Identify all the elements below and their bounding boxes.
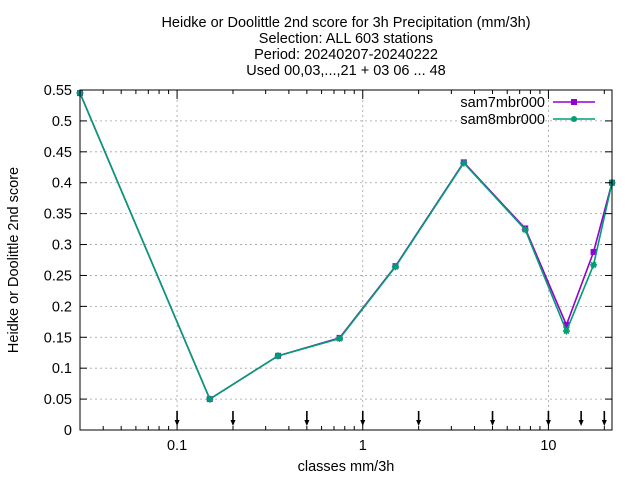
- y-tick-label: 0.35: [44, 207, 72, 223]
- data-point-sam8mbr000: [590, 261, 598, 269]
- class-marker-head: [578, 420, 584, 426]
- series-line-sam8mbr000: [79, 92, 613, 401]
- y-tick-label: 0.1: [52, 361, 72, 377]
- axis-ticks: 0 0.05 0.1 0.15 0.2 0.25 0.3 0.35 0.4 0.45 0.5 0.55…: [44, 83, 612, 454]
- y-axis-label: Heidke or Doolittle 2nd score: [6, 167, 22, 353]
- y-tick-label: 0.2: [52, 299, 72, 315]
- data-point-sam8mbr000: [562, 327, 570, 335]
- x-axis-label: classes mm/3h: [298, 459, 395, 475]
- legend-label-sam8mbr000: sam8mbr000: [460, 112, 545, 128]
- title-line-2: Selection: ALL 603 stations: [259, 31, 433, 47]
- x-tick-label: 0.1: [167, 438, 187, 454]
- legend-marker-sam8mbr000: [571, 116, 577, 122]
- data-point-core: [337, 336, 342, 341]
- class-marker-head: [304, 420, 310, 426]
- data-point-sam8mbr000: [521, 226, 529, 234]
- title-line-4: Used 00,03,...,21 + 03 06 ... 48: [246, 63, 446, 79]
- x-tick-label: 10: [540, 438, 556, 454]
- y-tick-label: 0.5: [52, 114, 72, 130]
- data-point-core: [393, 264, 398, 269]
- chart-title: Heidke or Doolittle 2nd score for 3h Pre…: [161, 15, 530, 79]
- y-tick-label: 0.15: [44, 330, 72, 346]
- data-point-sam8mbr000: [336, 335, 344, 343]
- y-tick-label: 0.45: [44, 145, 72, 161]
- data-point-core: [523, 227, 528, 232]
- class-marker-head: [416, 420, 422, 426]
- series-group: [76, 89, 616, 403]
- y-tick-label: 0.3: [52, 238, 72, 254]
- y-tick-label: 0.05: [44, 392, 72, 408]
- class-marker-head: [601, 420, 607, 426]
- data-point-sam8mbr000: [206, 395, 214, 403]
- data-point-core: [564, 328, 569, 334]
- class-markers: [174, 411, 607, 426]
- y-tick-label: 0.25: [44, 268, 72, 284]
- y-tick-label: 0.55: [44, 83, 72, 99]
- data-point-core: [275, 353, 281, 359]
- data-point-sam7mbr000: [590, 248, 597, 255]
- data-point-core: [207, 396, 212, 402]
- x-tick-label: 1: [359, 438, 367, 454]
- legend-label-sam7mbr000: sam7mbr000: [460, 95, 545, 111]
- class-marker-head: [230, 420, 236, 426]
- data-point-core: [591, 262, 596, 268]
- grid: [80, 90, 612, 430]
- y-tick-label: 0.4: [52, 176, 72, 192]
- data-point-sam8mbr000: [274, 352, 282, 360]
- legend-marker-sam7mbr000: [571, 99, 577, 105]
- title-line-1: Heidke or Doolittle 2nd score for 3h Pre…: [161, 15, 530, 31]
- y-tick-label: 0: [64, 423, 72, 439]
- data-point-sam8mbr000: [460, 159, 468, 167]
- data-point-core: [461, 160, 466, 166]
- plot-frame: [79, 89, 613, 431]
- title-line-3: Period: 20240207-20240222: [254, 47, 438, 63]
- data-point-sam8mbr000: [391, 263, 399, 271]
- class-marker-head: [490, 420, 496, 426]
- data-point-sam7mbr000: [563, 321, 570, 328]
